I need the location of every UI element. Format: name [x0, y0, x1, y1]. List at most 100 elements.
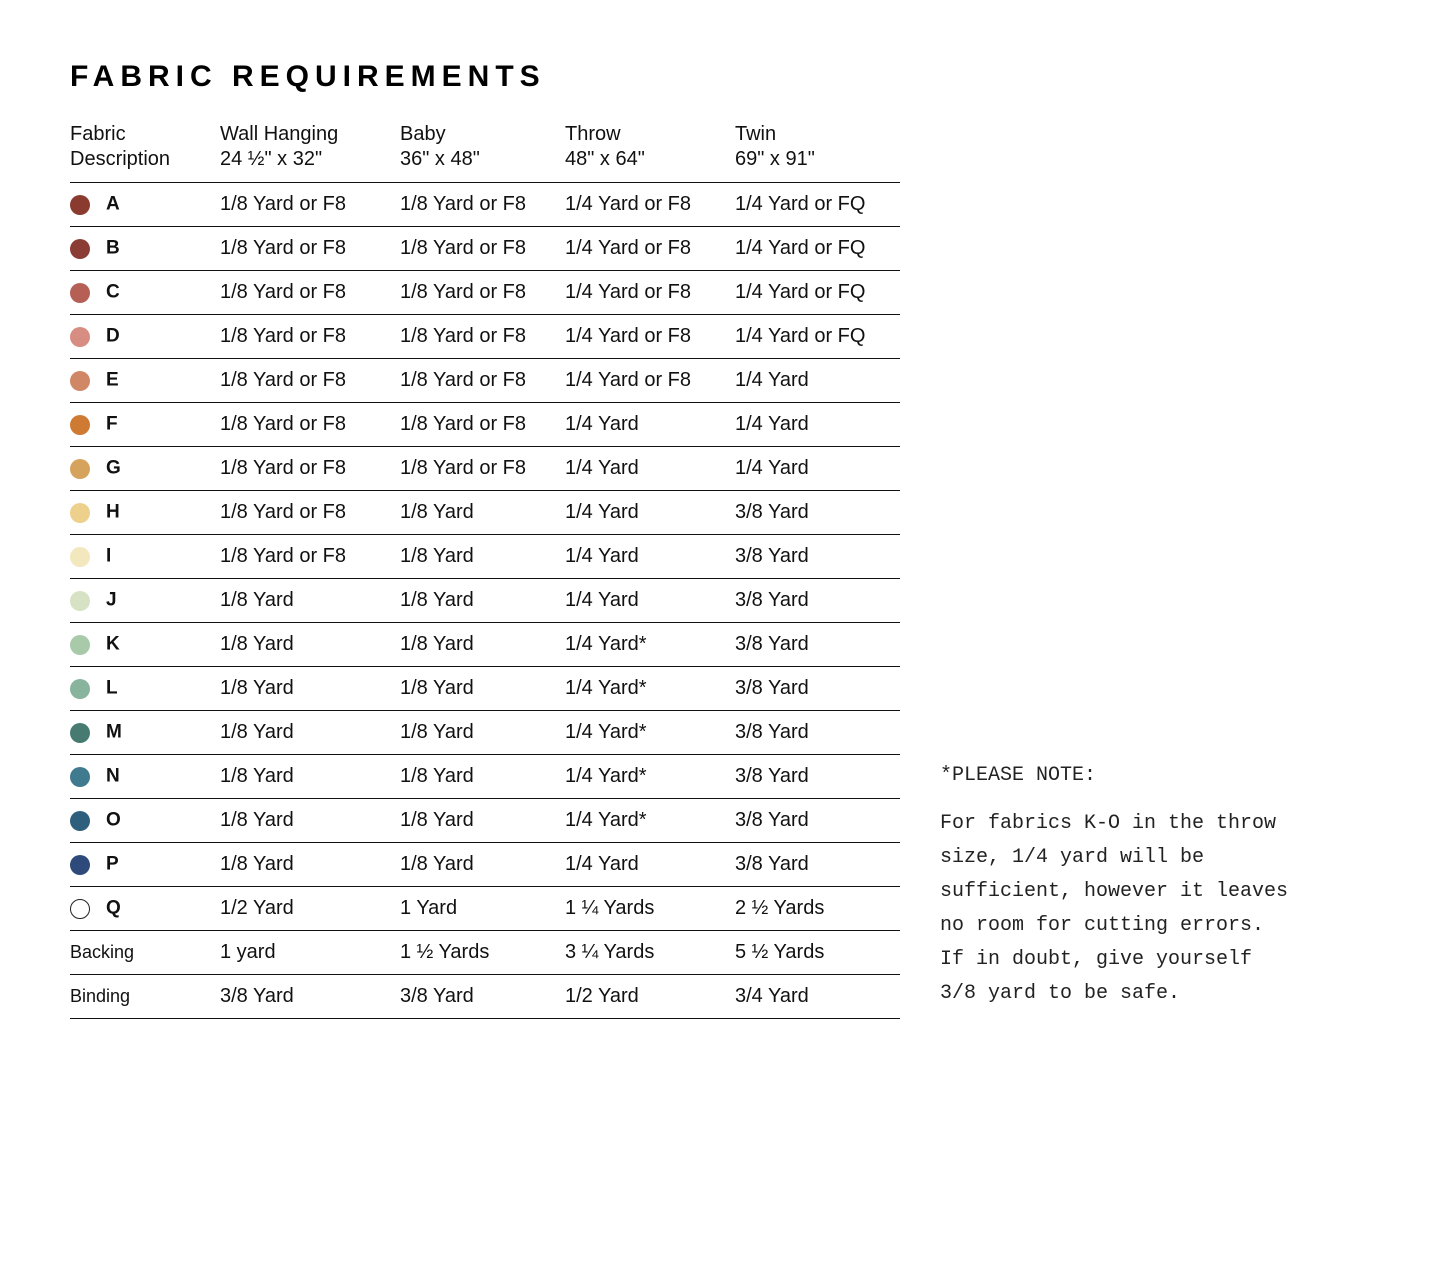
fabric-letter-label: Q	[106, 898, 121, 919]
fabric-letter-label: N	[106, 766, 120, 787]
column-header-title: Baby	[400, 122, 559, 147]
table-row: O1/8 Yard1/8 Yard1/4 Yard*3/8 Yard	[70, 799, 900, 843]
swatch-icon	[70, 723, 90, 743]
swatch-icon	[70, 459, 90, 479]
requirement-cell: 1/4 Yard or F8	[565, 315, 735, 359]
swatch-icon	[70, 239, 90, 259]
column-header-subtitle: 36" x 48"	[400, 147, 559, 172]
swatch-icon	[70, 767, 90, 787]
requirement-cell: 3/8 Yard	[735, 755, 900, 799]
requirement-cell: 1/8 Yard or F8	[400, 315, 565, 359]
fabric-letter-label: C	[106, 282, 120, 303]
requirement-cell: 1/8 Yard	[400, 711, 565, 755]
requirement-cell: 1/4 Yard*	[565, 799, 735, 843]
fabric-letter-label: K	[106, 634, 120, 655]
requirement-cell: 1/8 Yard or F8	[220, 535, 400, 579]
requirement-cell: 1/8 Yard	[400, 667, 565, 711]
fabric-plain-label: Binding	[70, 986, 130, 1006]
table-body: A1/8 Yard or F81/8 Yard or F81/4 Yard or…	[70, 183, 900, 1019]
column-header: Throw48" x 64"	[565, 122, 735, 183]
column-header-title: Twin	[735, 122, 894, 147]
requirement-cell: 1/8 Yard	[220, 799, 400, 843]
fabric-description-cell: Backing	[70, 931, 220, 975]
requirement-cell: 1/8 Yard or F8	[400, 271, 565, 315]
table-row: C1/8 Yard or F81/8 Yard or F81/4 Yard or…	[70, 271, 900, 315]
requirement-cell: 1/2 Yard	[565, 975, 735, 1019]
fabric-description-cell: D	[70, 315, 220, 359]
requirement-cell: 1/4 Yard	[565, 579, 735, 623]
requirement-cell: 1/8 Yard	[220, 711, 400, 755]
requirement-cell: 1 Yard	[400, 887, 565, 931]
fabric-description-cell: Q	[70, 887, 220, 931]
fabric-letter-label: M	[106, 722, 122, 743]
requirement-cell: 1/8 Yard or F8	[400, 227, 565, 271]
requirement-cell: 3/8 Yard	[735, 535, 900, 579]
footnote: *PLEASE NOTE: For fabrics K-O in the thr…	[940, 759, 1300, 1019]
fabric-description-cell: Binding	[70, 975, 220, 1019]
requirement-cell: 3/8 Yard	[735, 491, 900, 535]
column-header-subtitle: Description	[70, 147, 214, 172]
requirement-cell: 1/4 Yard or FQ	[735, 271, 900, 315]
table-row: D1/8 Yard or F81/8 Yard or F81/4 Yard or…	[70, 315, 900, 359]
fabric-letter-label: J	[106, 590, 117, 611]
requirement-cell: 1/8 Yard or F8	[220, 447, 400, 491]
column-header-subtitle: 48" x 64"	[565, 147, 729, 172]
column-header: FabricDescription	[70, 122, 220, 183]
requirement-cell: 1/8 Yard or F8	[400, 359, 565, 403]
requirement-cell: 1/8 Yard	[400, 843, 565, 887]
requirement-cell: 1/4 Yard or FQ	[735, 227, 900, 271]
requirement-cell: 1 yard	[220, 931, 400, 975]
table-row: K1/8 Yard1/8 Yard1/4 Yard*3/8 Yard	[70, 623, 900, 667]
requirement-cell: 1/4 Yard	[735, 403, 900, 447]
fabric-description-cell: F	[70, 403, 220, 447]
requirement-cell: 1/8 Yard or F8	[220, 359, 400, 403]
requirement-cell: 3/8 Yard	[735, 623, 900, 667]
requirement-cell: 1/8 Yard or F8	[220, 491, 400, 535]
swatch-icon	[70, 899, 90, 919]
fabric-description-cell: N	[70, 755, 220, 799]
requirement-cell: 1/8 Yard	[220, 667, 400, 711]
fabric-description-cell: H	[70, 491, 220, 535]
fabric-requirements-table: FabricDescriptionWall Hanging24 ½" x 32"…	[70, 122, 900, 1019]
footnote-title: *PLEASE NOTE:	[940, 759, 1300, 793]
fabric-description-cell: C	[70, 271, 220, 315]
swatch-icon	[70, 283, 90, 303]
table-row: N1/8 Yard1/8 Yard1/4 Yard*3/8 Yard	[70, 755, 900, 799]
requirement-cell: 1/4 Yard	[565, 535, 735, 579]
requirement-cell: 1/4 Yard*	[565, 755, 735, 799]
requirement-cell: 1/4 Yard*	[565, 711, 735, 755]
requirement-cell: 3/8 Yard	[220, 975, 400, 1019]
swatch-icon	[70, 855, 90, 875]
table-row: L1/8 Yard1/8 Yard1/4 Yard*3/8 Yard	[70, 667, 900, 711]
fabric-description-cell: A	[70, 183, 220, 227]
requirement-cell: 1/8 Yard	[400, 535, 565, 579]
table-row: G1/8 Yard or F81/8 Yard or F81/4 Yard1/4…	[70, 447, 900, 491]
table-row: H1/8 Yard or F81/8 Yard1/4 Yard3/8 Yard	[70, 491, 900, 535]
column-header: Baby36" x 48"	[400, 122, 565, 183]
requirement-cell: 1/4 Yard or F8	[565, 271, 735, 315]
requirement-cell: 1/4 Yard	[565, 491, 735, 535]
swatch-icon	[70, 327, 90, 347]
fabric-description-cell: K	[70, 623, 220, 667]
column-header-title: Throw	[565, 122, 729, 147]
requirement-cell: 1/4 Yard*	[565, 623, 735, 667]
fabric-description-cell: E	[70, 359, 220, 403]
table-row: A1/8 Yard or F81/8 Yard or F81/4 Yard or…	[70, 183, 900, 227]
requirement-cell: 1/8 Yard	[220, 579, 400, 623]
requirement-cell: 1/4 Yard*	[565, 667, 735, 711]
column-header: Twin69" x 91"	[735, 122, 900, 183]
fabric-description-cell: J	[70, 579, 220, 623]
requirement-cell: 1/8 Yard	[220, 623, 400, 667]
table-row: Q1/2 Yard1 Yard1 ¼ Yards2 ½ Yards	[70, 887, 900, 931]
requirement-cell: 1/8 Yard	[400, 755, 565, 799]
table-row: E1/8 Yard or F81/8 Yard or F81/4 Yard or…	[70, 359, 900, 403]
swatch-icon	[70, 679, 90, 699]
requirement-cell: 1/8 Yard	[400, 623, 565, 667]
swatch-icon	[70, 195, 90, 215]
page-title: FABRIC REQUIREMENTS	[70, 60, 1375, 94]
requirement-cell: 1/4 Yard	[735, 447, 900, 491]
swatch-icon	[70, 371, 90, 391]
requirement-cell: 5 ½ Yards	[735, 931, 900, 975]
fabric-letter-label: G	[106, 458, 121, 479]
requirement-cell: 1/8 Yard or F8	[220, 227, 400, 271]
